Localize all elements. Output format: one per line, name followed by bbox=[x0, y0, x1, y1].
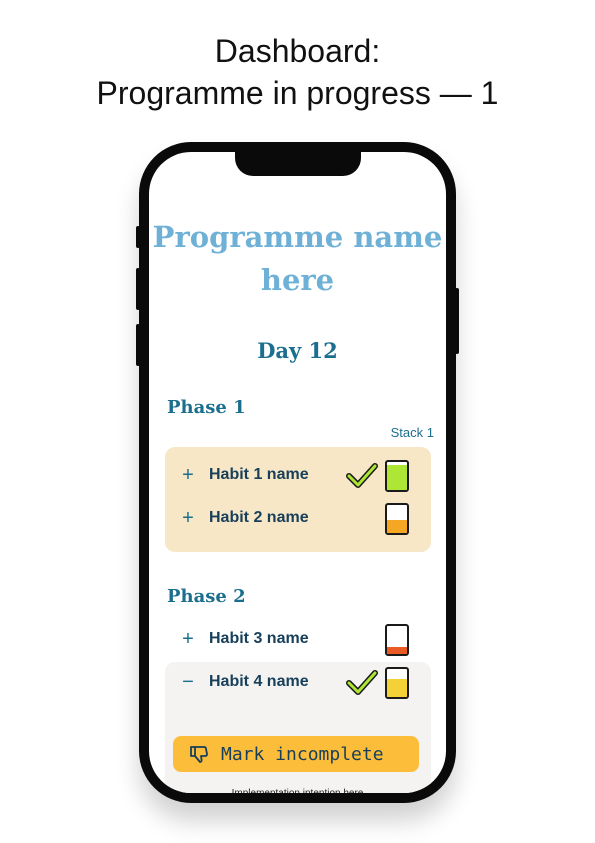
page-heading-line2: Programme in progress — 1 bbox=[96, 75, 499, 111]
phase-1-title: Phase 1 bbox=[167, 397, 246, 418]
phone-frame: Programme name here Day 12 Phase 1 Stack… bbox=[136, 142, 459, 803]
habit-row-3[interactable]: + Habit 3 name bbox=[165, 620, 431, 660]
thumbs-down-icon bbox=[190, 746, 208, 763]
phone-side-button-right bbox=[455, 288, 459, 354]
progress-gauge-fill bbox=[387, 520, 407, 533]
mark-incomplete-label: Mark incomplete bbox=[221, 744, 384, 765]
progress-gauge-fill bbox=[387, 678, 407, 697]
collapse-minus-icon[interactable]: − bbox=[182, 671, 194, 693]
progress-gauge bbox=[385, 624, 409, 656]
progress-gauge bbox=[385, 503, 409, 535]
page-heading-line1: Dashboard: bbox=[214, 33, 381, 69]
phone-screen: Programme name here Day 12 Phase 1 Stack… bbox=[149, 152, 446, 793]
expand-plus-icon[interactable]: + bbox=[182, 464, 194, 486]
habit-row-2[interactable]: + Habit 2 name bbox=[165, 499, 431, 539]
progress-gauge-fill bbox=[387, 464, 407, 490]
phase-2-title: Phase 2 bbox=[167, 586, 246, 607]
habit-name: Habit 1 name bbox=[209, 466, 309, 483]
programme-name: Programme name here bbox=[149, 216, 446, 302]
progress-gauge-fill bbox=[387, 647, 407, 654]
expand-plus-icon[interactable]: + bbox=[182, 628, 194, 650]
phone-side-button-left-2 bbox=[136, 268, 140, 310]
phone-side-button-left-1 bbox=[136, 226, 140, 248]
habit-row-1[interactable]: + Habit 1 name bbox=[165, 456, 431, 496]
habit-row-4[interactable]: − Habit 4 name bbox=[165, 663, 431, 703]
mark-incomplete-button[interactable]: Mark incomplete bbox=[173, 736, 419, 772]
page-heading: Dashboard: Programme in progress — 1 bbox=[0, 30, 595, 114]
checkmark-icon[interactable] bbox=[346, 669, 378, 697]
checkmark-icon[interactable] bbox=[346, 462, 378, 490]
progress-gauge bbox=[385, 667, 409, 699]
habit-name: Habit 2 name bbox=[209, 509, 309, 526]
phone-side-button-left-3 bbox=[136, 324, 140, 366]
programme-name-line1: Programme name bbox=[152, 220, 443, 254]
progress-gauge bbox=[385, 460, 409, 492]
habit-name: Habit 3 name bbox=[209, 630, 309, 647]
implementation-intention-text: Implementation intention here bbox=[149, 788, 446, 793]
phone-notch bbox=[235, 152, 361, 176]
day-label: Day 12 bbox=[257, 338, 338, 363]
stack-label: Stack 1 bbox=[390, 425, 434, 440]
programme-name-line2: here bbox=[260, 263, 335, 297]
expand-plus-icon[interactable]: + bbox=[182, 507, 194, 529]
habit-name: Habit 4 name bbox=[209, 673, 309, 690]
